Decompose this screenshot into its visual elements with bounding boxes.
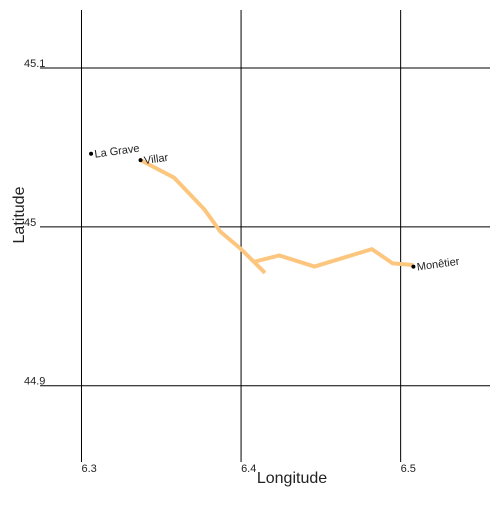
x-tick-label: 6.3	[81, 463, 96, 475]
place-marker	[89, 151, 94, 156]
place-label: La Grave	[94, 143, 140, 161]
place-label: Monêtier	[416, 256, 460, 274]
y-axis-title: Latitude	[11, 186, 28, 243]
x-tick-label: 6.4	[241, 463, 256, 475]
y-tick-label: 44.9	[24, 376, 45, 388]
route-line	[139, 158, 414, 275]
x-tick-label: 6.5	[401, 463, 416, 475]
place-marker	[138, 158, 143, 163]
place-marker	[411, 264, 416, 269]
y-tick-label: 45	[24, 217, 36, 229]
place-label: Villar	[143, 152, 169, 167]
x-axis-title: Longitude	[257, 470, 327, 487]
y-tick-label: 45.1	[24, 58, 45, 70]
